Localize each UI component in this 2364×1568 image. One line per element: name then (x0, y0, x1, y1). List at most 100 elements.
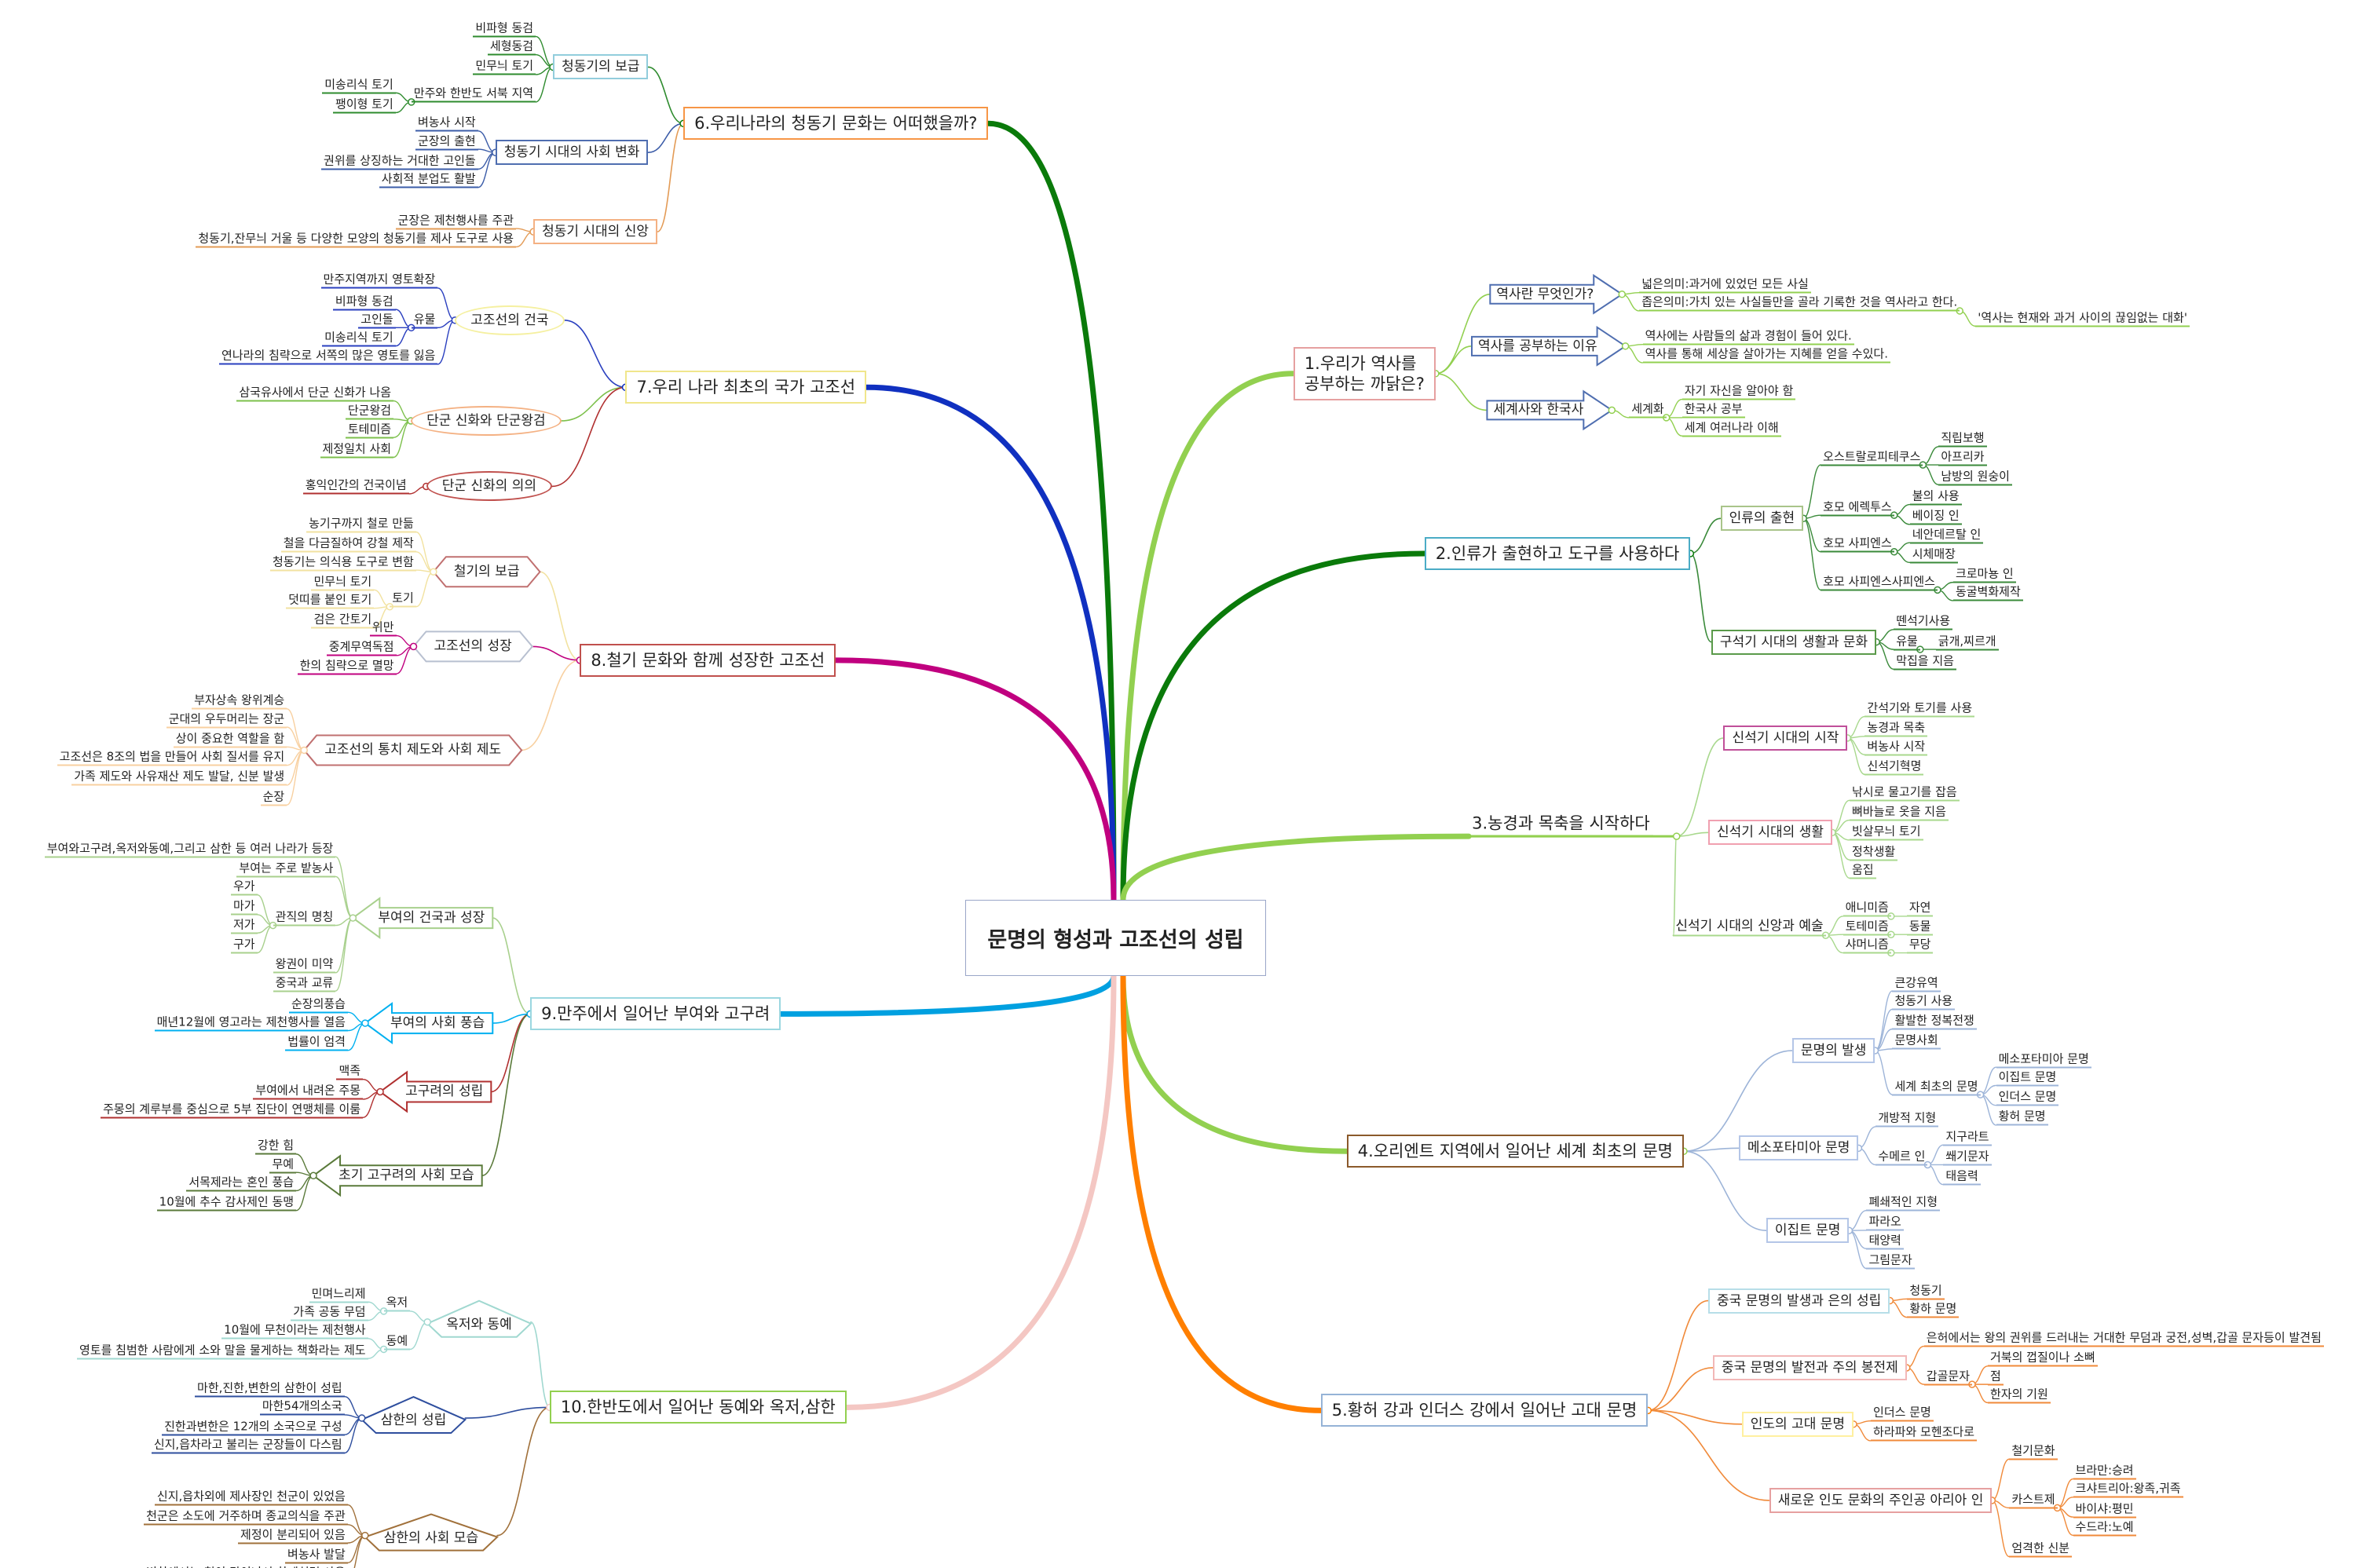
leaf-node[interactable]: 군대의 우두머리는 장군 (166, 711, 287, 729)
leaf-node[interactable]: 태음력 (1943, 1169, 1981, 1186)
leaf-node[interactable]: 파라오 (1866, 1215, 1904, 1231)
leaf-node[interactable]: 권위를 상징하는 거대한 고인돌 (321, 153, 478, 170)
leaf-node[interactable]: 우가 (230, 879, 258, 896)
leaf-node[interactable]: 청동기 (1907, 1283, 1945, 1300)
leaf-node[interactable]: 남방의 원숭이 (1938, 469, 2012, 486)
subtopic[interactable]: 새로운 인도 문화의 주인공 아리아 인 (1769, 1487, 1993, 1513)
subtopic[interactable]: 청동기 시대의 신앙 (533, 219, 658, 245)
leaf-node[interactable]: 벼농사 발달 (285, 1547, 348, 1564)
leaf-node[interactable]: 사회적 분업도 활발 (379, 172, 478, 188)
leaf-node[interactable]: 인더스 문명 (1871, 1405, 1934, 1422)
leaf-node[interactable]: 벼농사 시작 (1864, 739, 1928, 756)
leaf-node[interactable]: 신지,읍차외에 제사장인 천군이 있었음 (154, 1489, 348, 1506)
leaf-node[interactable]: 미송리식 토기 (322, 77, 396, 94)
leaf-node[interactable]: 군장은 제천행사를 주관 (395, 213, 517, 230)
leaf-node[interactable]: 고인돌 (358, 312, 396, 329)
leaf-node[interactable]: 군장의 출현 (415, 133, 478, 151)
leaf-node[interactable]: 점 (1988, 1369, 2004, 1386)
leaf-node[interactable]: 비파형 동검 (332, 294, 396, 311)
leaf-node[interactable]: 수메르 인 (1875, 1149, 1928, 1166)
central-topic[interactable]: 문명의 형성과 고조선의 성립 (965, 900, 1266, 976)
leaf-node[interactable]: 카스트제 (2009, 1492, 2058, 1509)
leaf-node[interactable]: 넓은의미:과거에 있었던 모든 사실 (1639, 277, 1811, 294)
subtopic[interactable]: 세계사와 한국사 (1493, 402, 1584, 418)
leaf-node[interactable]: 팽이형 토기 (333, 97, 396, 114)
subtopic[interactable]: 문명의 발생 (1791, 1038, 1875, 1064)
leaf-node[interactable]: 한국사 공부 (1682, 402, 1745, 418)
leaf-node[interactable]: 베이징 인 (1909, 509, 1962, 525)
leaf-node[interactable]: 그림문자 (1866, 1253, 1915, 1270)
subtopic[interactable]: 철기의 보급 (453, 564, 520, 580)
leaf-node[interactable]: 정착생활 (1849, 844, 1898, 861)
leaf-node[interactable]: 순장 (260, 789, 287, 806)
leaf-node[interactable]: 한의 침략으로 멸망 (297, 658, 397, 675)
leaf-node[interactable]: 민무늬 토기 (311, 574, 375, 591)
leaf-node[interactable]: 움집 (1849, 862, 1876, 879)
leaf-node[interactable]: '역사는 현재와 과거 사이의 끊임없는 대화' (1975, 310, 2190, 327)
leaf-node[interactable]: 크로마뇽 인 (1952, 567, 2016, 583)
leaf-node[interactable]: 역사를 통해 세상을 살아가는 지혜를 얻을 수있다. (1642, 347, 1890, 364)
leaf-node[interactable]: 왕권이 미약 (273, 957, 336, 974)
leaf-node[interactable]: 주몽의 계루부를 중심으로 5부 집단이 연맹체를 이룸 (101, 1102, 364, 1119)
leaf-node[interactable]: 긁개,찌르개 (1935, 634, 1999, 651)
leaf-node[interactable]: 수드라:노예 (2073, 1519, 2136, 1537)
subtopic[interactable]: 부여의 사회 풍습 (390, 1015, 485, 1032)
leaf-node[interactable]: 쐐기문자 (1943, 1149, 1992, 1166)
leaf-node[interactable]: 10월에 무천이라는 제천행사 (221, 1323, 368, 1340)
leaf-node[interactable]: 크샤트리아:왕족,귀족 (2073, 1482, 2183, 1498)
leaf-node[interactable]: 시체매장 (1909, 546, 1958, 564)
leaf-node[interactable]: 애니미즘 (1843, 901, 1891, 917)
leaf-node[interactable]: 변한에서는 철이 많이나서 화폐처럼 사용 (144, 1566, 348, 1568)
leaf-node[interactable]: 관직의 명칭 (273, 910, 336, 927)
leaf-node[interactable]: 은허에서는 왕의 권위를 드러내는 거대한 무덤과 궁전,성벽,갑골 문자등이 … (1923, 1331, 2324, 1347)
collapse-toggle-icon[interactable] (361, 1019, 369, 1027)
leaf-node[interactable]: 만주지역까지 영토확장 (320, 272, 438, 289)
leaf-node[interactable]: 강한 힘 (254, 1139, 297, 1155)
leaf-node[interactable]: 가족 제도와 사유재산 제도 발달, 신분 발생 (71, 769, 287, 786)
leaf-node[interactable]: 삼국유사에서 단군 신화가 나옴 (236, 386, 394, 402)
subtopic[interactable]: 고조선의 성장 (434, 638, 512, 655)
subtopic[interactable]: 단군 신화의 의의 (426, 471, 553, 502)
leaf-node[interactable]: 호모 에렉투스 (1821, 499, 1894, 517)
leaf-node[interactable]: 홍익인간의 건국이념 (302, 478, 409, 495)
leaf-node[interactable]: 하라파와 모헨조다로 (1871, 1425, 1978, 1442)
main-topic[interactable]: 5.황허 강과 인더스 강에서 일어난 고대 문명 (1320, 1394, 1649, 1427)
collapse-toggle-icon[interactable] (376, 1087, 384, 1096)
leaf-node[interactable]: 큰강유역 (1892, 975, 1941, 992)
leaf-node[interactable]: 세계 최초의 문명 (1892, 1079, 1981, 1096)
collapse-toggle-icon[interactable] (409, 642, 418, 651)
main-topic[interactable]: 6.우리나라의 청동기 문화는 어떠했을까? (683, 107, 989, 141)
leaf-node[interactable]: 연나라의 침략으로 서쪽의 많은 영토를 잃음 (219, 349, 438, 365)
main-topic[interactable]: 2.인류가 출현하고 도구를 사용하다 (1424, 536, 1691, 570)
leaf-node[interactable]: 청동기 사용 (1892, 993, 1956, 1011)
main-topic[interactable]: 1.우리가 역사를 공부하는 까닭은? (1293, 346, 1436, 400)
leaf-node[interactable]: 브라만:승려 (2073, 1464, 2136, 1480)
subtopic[interactable]: 부여의 건국과 성장 (378, 910, 485, 927)
collapse-toggle-icon[interactable] (1618, 291, 1626, 298)
leaf-node[interactable]: 뼈바늘로 옷을 지음 (1849, 805, 1949, 821)
main-topic[interactable]: 3.농경과 목축을 시작하다 (1469, 813, 1653, 838)
leaf-node[interactable]: 세형동검 (487, 39, 536, 56)
leaf-node[interactable]: 직립보행 (1938, 431, 1987, 448)
leaf-node[interactable]: 신지,읍차라고 불리는 군장들이 다스림 (151, 1438, 345, 1454)
leaf-node[interactable]: 부여와고구려,옥저와동예,그리고 삼한 등 여러 나라가 등장 (44, 841, 336, 858)
leaf-node[interactable]: 벼농사 시작 (415, 115, 478, 132)
leaf-node[interactable]: 토기 (390, 591, 416, 608)
leaf-node[interactable]: 무예 (269, 1157, 297, 1174)
leaf-node[interactable]: 천군은 소도에 거주하며 종교의식을 주관 (144, 1509, 348, 1526)
leaf-node[interactable]: 철기문화 (2009, 1443, 2058, 1460)
leaf-node[interactable]: 세계화 (1629, 402, 1667, 418)
collapse-toggle-icon[interactable] (357, 1414, 366, 1422)
subtopic[interactable]: 메소포타미아 문명 (1738, 1135, 1859, 1161)
leaf-node[interactable]: 청동기,잔무늬 거울 등 다양한 모양의 청동기를 제사 도구로 사용 (196, 231, 517, 248)
leaf-node[interactable]: 메소포타미아 문명 (1996, 1051, 2091, 1069)
leaf-node[interactable]: 덧띠를 붙인 토기 (286, 593, 375, 609)
leaf-node[interactable]: 중국과 교류 (273, 975, 336, 992)
leaf-node[interactable]: 빗살무늬 토기 (1849, 824, 1923, 841)
leaf-node[interactable]: 검은 간토기 (311, 612, 375, 629)
subtopic[interactable]: 고조선의 건국 (455, 305, 565, 335)
subtopic[interactable]: 중국 문명의 발전과 주의 봉전제 (1712, 1354, 1907, 1380)
subtopic[interactable]: 청동기의 보급 (553, 54, 649, 80)
leaf-node[interactable]: 토테미즘 (1843, 919, 1891, 936)
leaf-node[interactable]: 비파형 동검 (473, 20, 536, 38)
